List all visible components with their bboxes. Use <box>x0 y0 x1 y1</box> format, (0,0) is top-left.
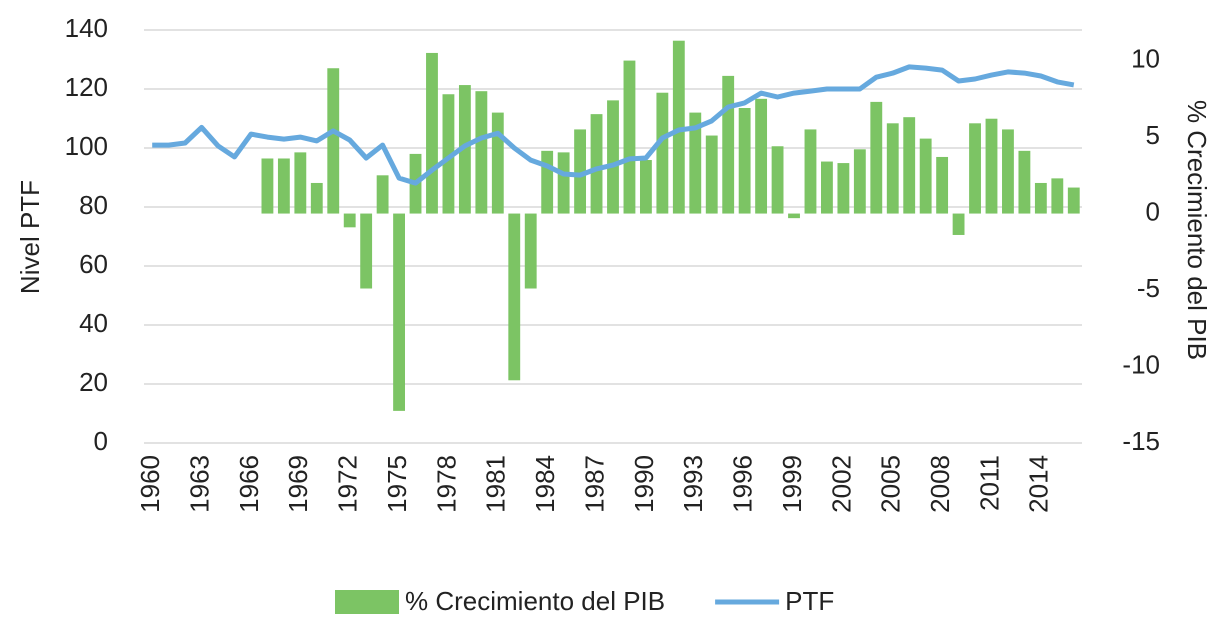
bar <box>294 152 307 214</box>
x-tick-label: 2014 <box>1024 455 1054 513</box>
bar <box>1067 187 1080 214</box>
bar <box>755 98 768 214</box>
x-tick-label: 1996 <box>728 455 758 513</box>
bar <box>722 75 735 214</box>
x-tick-label: 1972 <box>333 455 363 513</box>
bar <box>607 100 619 214</box>
bar <box>804 129 817 214</box>
x-tick-label: 2002 <box>826 455 856 513</box>
y-tick-label: 120 <box>65 72 108 102</box>
y-tick-label: 0 <box>94 426 108 456</box>
x-tick-label: 1963 <box>184 455 214 513</box>
x-tick-label: 2008 <box>925 455 955 513</box>
bar <box>524 213 537 289</box>
bar <box>639 160 652 214</box>
bar <box>903 117 916 214</box>
bar <box>985 118 998 214</box>
bar <box>623 60 636 214</box>
line <box>152 64 1075 186</box>
bar <box>261 158 274 214</box>
bar <box>1002 129 1014 214</box>
bar <box>508 213 521 381</box>
bar <box>936 156 949 214</box>
bar <box>310 182 323 214</box>
bar <box>705 135 718 214</box>
bar <box>853 149 866 214</box>
x-tick-label: 1981 <box>481 455 511 513</box>
bar <box>327 68 340 214</box>
legend-swatch <box>335 590 399 614</box>
y2-tick-label: 10 <box>1131 43 1160 73</box>
bar <box>919 138 932 214</box>
y2-axis-title: % Crecimiento del PIB <box>1182 100 1212 360</box>
bar <box>277 158 290 214</box>
bar <box>1034 182 1047 214</box>
legend-label: % Crecimiento del PIB <box>405 586 665 616</box>
bar <box>393 213 405 411</box>
y-tick-label: 60 <box>79 249 108 279</box>
y-axis-title: Nivel PTF <box>15 180 45 294</box>
x-tick-label: 2011 <box>974 455 1004 511</box>
bar <box>590 114 603 214</box>
y-tick-label: 100 <box>65 131 108 161</box>
y-tick-label: 80 <box>79 190 108 220</box>
y2-tick-label: 0 <box>1146 196 1160 226</box>
bar <box>491 112 504 214</box>
bar <box>475 91 488 214</box>
x-tick-label: 1993 <box>678 455 708 513</box>
bar <box>343 213 356 228</box>
bar <box>788 213 800 219</box>
bar <box>574 129 587 214</box>
x-tick-label: 2005 <box>876 455 906 513</box>
y-tick-label: 40 <box>79 308 108 338</box>
x-tick-label: 1990 <box>629 455 659 513</box>
bar <box>442 94 455 214</box>
bar <box>458 85 471 214</box>
bar <box>952 213 965 235</box>
bar <box>870 101 883 214</box>
bar <box>376 175 389 214</box>
bar <box>689 112 702 214</box>
x-tick-label: 1960 <box>135 455 165 513</box>
y-tick-label: 20 <box>79 367 108 397</box>
x-tick-label: 1987 <box>579 455 609 513</box>
y2-tick-label: -15 <box>1122 426 1160 456</box>
x-tick-label: 1966 <box>234 455 264 513</box>
bar <box>738 108 751 214</box>
bar <box>886 123 899 214</box>
y-tick-label: 140 <box>65 13 108 43</box>
bar <box>821 161 833 214</box>
x-tick-label: 1975 <box>382 455 412 513</box>
bar <box>541 150 554 214</box>
x-tick-label: 1984 <box>530 455 560 513</box>
y2-tick-label: -5 <box>1137 273 1160 303</box>
bar <box>557 152 570 214</box>
bar <box>360 213 373 289</box>
bar <box>1051 178 1064 214</box>
bar <box>426 52 438 214</box>
legend-label: PTF <box>785 586 834 616</box>
bar <box>672 40 685 214</box>
bar <box>969 123 981 214</box>
y2-tick-label: 5 <box>1146 120 1160 150</box>
x-tick-label: 1978 <box>431 455 461 513</box>
x-tick-label: 1999 <box>777 455 807 513</box>
y2-tick-label: -10 <box>1122 349 1160 379</box>
bar <box>837 163 850 214</box>
x-tick-label: 1969 <box>283 455 313 513</box>
bar <box>1018 150 1031 214</box>
bar <box>656 92 669 214</box>
bar <box>771 146 784 214</box>
